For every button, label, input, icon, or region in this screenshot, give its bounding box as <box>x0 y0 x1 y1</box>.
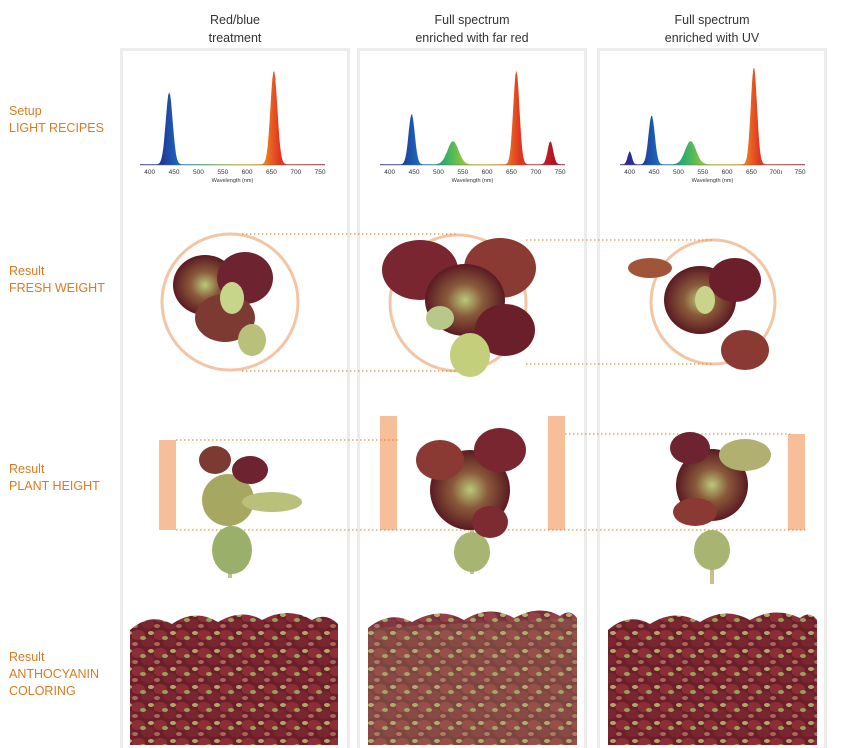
fresh-weight-guide-lines <box>242 233 713 372</box>
spectrum-curve-redblue <box>140 71 325 165</box>
spectrum-tick-label: 500 <box>193 169 204 176</box>
spectrum-tick-label: 500 <box>433 169 444 176</box>
fresh-weight-plant-uv <box>628 238 777 370</box>
height-plant-farred <box>416 428 526 574</box>
spectrum-tick-label: 750 <box>315 169 326 176</box>
spectrum-tick-label: 600 <box>242 169 253 176</box>
height-plant-uv <box>670 432 771 584</box>
spectrum-tick-label: 450 <box>409 169 420 176</box>
spectrum-tick-label: 600 <box>722 169 733 176</box>
spectrum-charts: 400 450 500 550 600 650 700 750 Wavelength (nm) 4… <box>140 68 806 184</box>
spectrum-tick-label: 700ı <box>769 169 782 176</box>
row-label-plant-height: Result PLANT HEIGHT <box>9 462 100 493</box>
spectrum-tick-label: 650 <box>506 169 517 176</box>
spectrum-xlabel: Wavelength (nm) <box>452 178 494 184</box>
spectrum-tick-label: 700 <box>290 169 301 176</box>
spectrum-tick-label: 550 <box>217 169 228 176</box>
spectrum-curve-uv <box>620 68 805 165</box>
spectrum-curve-farred <box>380 70 565 165</box>
spectrum-tick-label: 750 <box>555 169 566 176</box>
height-guide-lines <box>176 433 806 531</box>
row-label-fresh-weight: Result FRESH WEIGHT <box>9 264 105 295</box>
column-frame-uv <box>597 48 827 748</box>
spectrum-tick-label: 650 <box>746 169 757 176</box>
row-label-light-recipes: Setup LIGHT RECIPES <box>9 104 104 135</box>
fresh-weight-plant-farred <box>382 233 536 377</box>
spectrum-tick-label: 450 <box>169 169 180 176</box>
spectrum-tick-label: 750 <box>795 169 806 176</box>
anthocyanin-canopy-farred <box>368 610 577 745</box>
spectrum-xlabel: Wavelength (nm) <box>692 178 734 184</box>
height-plant-redblue <box>199 446 302 578</box>
column-frame-redblue <box>120 48 350 748</box>
column-frame-farred <box>357 48 587 748</box>
column-header-uv: Full spectrum enriched with UV <box>664 13 760 45</box>
spectrum-tick-label: 500 <box>673 169 684 176</box>
height-bars <box>159 416 805 530</box>
column-header-redblue: Red/blue treatment <box>208 13 262 45</box>
spectrum-tick-label: 400 <box>144 169 155 176</box>
spectrum-tick-label: 550 <box>457 169 468 176</box>
row-label-anthocyanin: Result ANTHOCYANIN COLORING <box>9 650 100 698</box>
spectrum-xlabel: Wavelength (nm) <box>212 178 254 184</box>
fresh-weight-plant-redblue <box>160 232 300 372</box>
column-header-farred: Full spectrum enriched with far red <box>415 13 529 45</box>
spectrum-tick-label: 550 <box>697 169 708 176</box>
spectrum-tick-label: 450 <box>649 169 660 176</box>
anthocyanin-canopy-uv <box>608 612 817 745</box>
spectrum-tick-label: 400 <box>624 169 635 176</box>
anthocyanin-canopy-redblue <box>130 613 338 745</box>
spectrum-tick-label: 700 <box>530 169 541 176</box>
spectrum-tick-label: 600 <box>482 169 493 176</box>
spectrum-tick-label: 650 <box>266 169 277 176</box>
spectrum-tick-label: 400 <box>384 169 395 176</box>
